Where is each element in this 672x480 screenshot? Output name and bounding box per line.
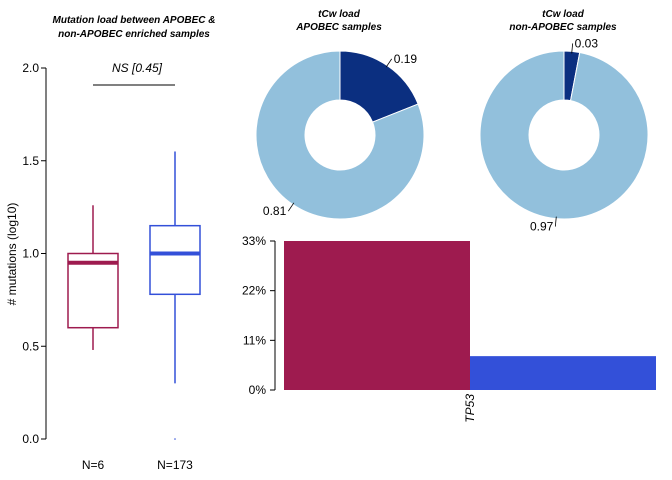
box-iqr — [67, 252, 119, 329]
boxplot-y-ticks: 0.0 0.5 1.0 1.5 2.0 — [22, 61, 46, 446]
boxplot-y-tick-label: 0.0 — [22, 432, 39, 446]
pie-apobec-title-line-2: APOBEC samples — [295, 22, 382, 33]
bar-y-tick-label: 11% — [243, 333, 266, 347]
bar-y-tick-label: 22% — [242, 284, 266, 298]
pie-label-leader — [554, 216, 557, 227]
bar-y-tick-label: 33% — [242, 234, 266, 248]
significance-label: NS [0.45] — [112, 61, 163, 75]
boxplot-y-tick-label: 2.0 — [22, 61, 39, 75]
pie-slice-label: 0.19 — [394, 52, 418, 66]
bar-category-label: TP53 — [463, 394, 477, 423]
pie-chart-apobec: tCw load APOBEC samples 0.19 0.81 — [255, 9, 425, 220]
pie-label-leader — [385, 58, 393, 68]
boxplot-boxes: N=6 N=173 — [67, 151, 201, 472]
pie-chart-non-apobec: tCw load non-APOBEC samples 0.03 0.97 — [479, 9, 649, 234]
bar-chart-bars — [284, 241, 656, 390]
pie-slice — [255, 50, 425, 220]
box-outlier-point — [174, 438, 176, 440]
boxplot-title-line-1: Mutation load between APOBEC & — [53, 15, 216, 26]
pie-non-apobec-title-line-1: tCw load — [542, 9, 585, 20]
pie-label-leader — [287, 202, 295, 212]
pie-slice — [479, 50, 649, 220]
pie-slice — [339, 50, 419, 123]
box-iqr — [149, 224, 201, 296]
boxplot-y-tick-label: 0.5 — [22, 339, 39, 353]
pie-non-apobec-title-line-2: non-APOBEC samples — [509, 22, 617, 33]
pie-apobec-slices: 0.19 0.81 — [255, 50, 425, 220]
bar-series-1 — [284, 241, 470, 390]
boxplot-y-tick-label: 1.5 — [22, 154, 39, 168]
pie-non-apobec-slices: 0.03 0.97 — [479, 36, 649, 234]
boxplot-title-line-2: non-APOBEC enriched samples — [58, 29, 210, 40]
bar-chart-panel: 0% 11% 22% 33% TP53 — [242, 234, 656, 423]
pie-apobec-title-line-1: tCw load — [318, 9, 361, 20]
bar-series-2 — [470, 356, 656, 390]
bar-y-tick-label: 0% — [249, 383, 267, 397]
pie-slice-label: 0.03 — [575, 36, 599, 50]
pie-slice-label: 0.97 — [530, 220, 554, 234]
boxplot-panel: Mutation load between APOBEC & non-APOBE… — [5, 15, 215, 472]
boxplot-y-tick-label: 1.0 — [22, 247, 39, 261]
box-group-label: N=6 — [82, 458, 105, 472]
box-group-label: N=173 — [157, 458, 193, 472]
bar-y-ticks: 0% 11% 22% 33% — [242, 234, 275, 397]
boxplot-y-axis-label: # mutations (log10) — [5, 203, 19, 306]
pie-label-leader — [571, 43, 574, 54]
pie-slice-label: 0.81 — [263, 204, 287, 218]
